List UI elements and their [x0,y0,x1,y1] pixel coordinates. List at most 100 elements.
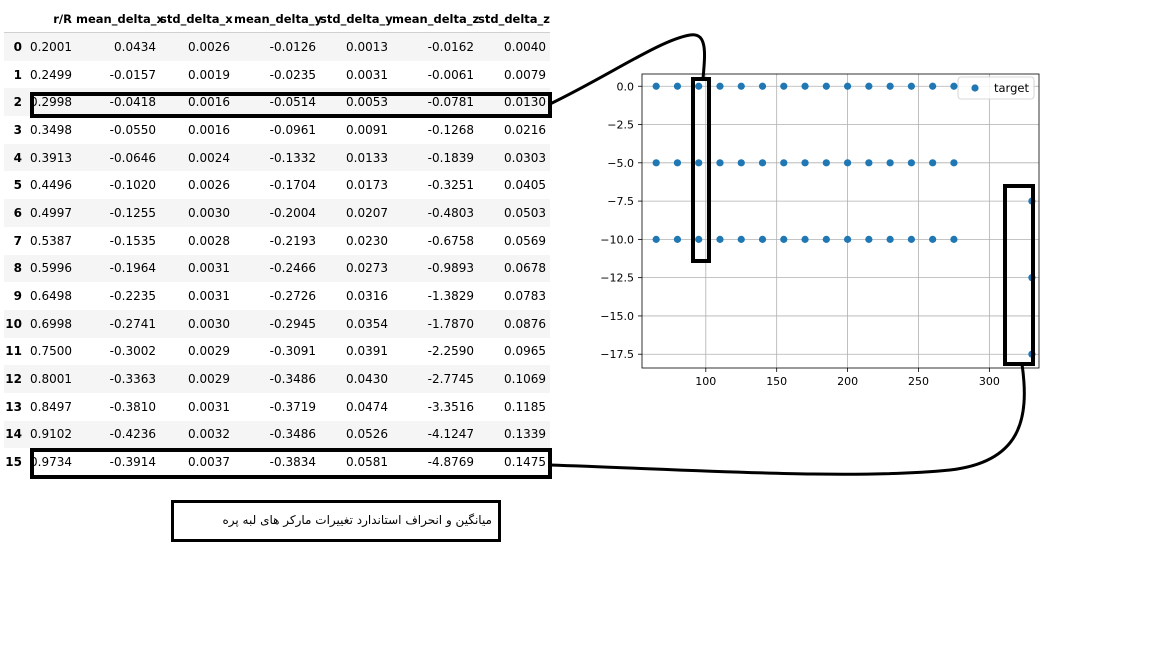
table-row: 13 0.8497 -0.3810 0.0031 -0.3719 0.0474 -3.351… [4,392,550,421]
table-cell: -0.3002 [76,337,160,366]
data-point [737,159,745,167]
data-point [673,235,682,243]
table-cell: 0.0391 [320,337,392,366]
table-cell: -4.1247 [392,420,478,449]
data-point [673,82,682,90]
data-point [950,235,958,243]
table-cell: 0.0405 [478,171,550,200]
data-point [865,82,873,90]
row-index: 6 [4,199,30,227]
table-cell: 0.3913 [30,143,76,172]
table-cell: -0.3810 [76,392,160,421]
table-cell: 0.4496 [30,171,76,200]
data-point [843,82,852,90]
table-cell: -0.2235 [76,282,160,310]
table-cell: 0.0173 [320,171,392,200]
table-cell: 0.0316 [320,282,392,310]
table-cell: -0.2945 [234,309,320,338]
table-row: 9 0.6498 -0.2235 0.0031 -0.2726 0.0316 -1.3829… [4,282,550,310]
table-cell: 0.0031 [320,60,392,89]
row-index: 2 [4,88,30,117]
table-cell: 0.4997 [30,199,76,227]
table-row: 0 0.2001 0.0434 0.0026 -0.0126 0.0013 -0.0162 0… [4,32,550,61]
table-cell: 0.0016 [160,116,234,144]
row-index: 9 [4,282,30,310]
x-tick-label: 150 [766,375,787,388]
data-point [929,235,937,243]
row-index: 11 [4,337,30,366]
data-point [822,82,830,90]
table-cell: 0.5996 [30,254,76,283]
table-cell: 0.0303 [478,143,550,172]
table-cell: 0.0216 [478,116,550,144]
row-index: 0 [4,32,30,61]
data-point [695,82,703,90]
x-tick-label: 200 [837,375,858,388]
data-point [886,235,894,243]
table-cell: -0.0235 [234,60,320,89]
table-row: 5 0.4496 -0.1020 0.0026 -0.1704 0.0173 -0.3251… [4,171,550,200]
data-point [652,235,660,243]
table-cell: 0.0876 [478,309,550,338]
data-point [822,159,830,167]
data-point [695,235,703,243]
table-cell: -0.2004 [234,199,320,227]
table-cell: -0.2726 [234,282,320,310]
data-point [865,235,873,243]
column-header: std_delta_x [160,6,234,33]
table-cell: 0.0026 [160,32,234,61]
table-cell: -0.1535 [76,226,160,255]
row-index: 4 [4,143,30,172]
table-cell: -0.1332 [234,143,320,172]
data-point [801,235,809,243]
data-point [737,235,745,243]
table-cell: -0.0961 [234,116,320,144]
table-cell: -1.3829 [392,282,478,310]
table-cell: -0.0061 [392,60,478,89]
data-point [1028,274,1036,282]
data-point [865,159,873,167]
table-cell: 0.0783 [478,282,550,310]
y-tick-label: −10.0 [600,233,634,246]
data-point [716,159,724,167]
data-point [950,159,958,167]
table-cell: 0.0678 [478,254,550,283]
table-cell: -0.0646 [76,143,160,172]
table-cell: -0.4803 [392,199,478,227]
table-cell: 0.0207 [320,199,392,227]
table-cell: -0.1255 [76,199,160,227]
x-tick-label: 250 [908,375,929,388]
table-header: r/R mean_delta_x std_delta_x mean_delta_y st… [4,6,550,33]
caption-box: میانگین و انحراف استاندارد تغییرات مارکر… [171,500,501,542]
row-index: 1 [4,60,30,89]
data-point [907,159,915,167]
column-header: std_delta_y [320,6,393,33]
row-index: 15 [4,448,30,476]
column-header: mean_delta_z [392,6,479,33]
table-cell: 0.0030 [160,199,234,227]
table-cell: 0.0230 [320,226,392,255]
table-cell: -0.6758 [392,226,478,255]
column-header: mean_delta_y [234,6,322,33]
data-point [843,159,852,167]
table-cell: -0.9893 [392,254,478,283]
data-point [1028,350,1036,358]
table-row: 11 0.7500 -0.3002 0.0029 -0.3091 0.0391 -2.259… [4,337,550,366]
data-point [758,159,767,167]
data-point [716,235,724,243]
table-row: 10 0.6998 -0.2741 0.0030 -0.2945 0.0354 -1.787… [4,309,550,338]
table-cell: 0.0026 [160,171,234,200]
data-point [758,235,767,243]
table-cell: 0.0526 [320,420,392,449]
table-cell: 0.0031 [160,282,234,310]
table-row: 1 0.2499 -0.0157 0.0019 -0.0235 0.0031 -0.0061… [4,60,550,89]
legend-box [957,76,1035,100]
table-cell: -0.2193 [234,226,320,255]
table-cell: -0.1704 [234,171,320,200]
row-index: 5 [4,171,30,200]
y-tick-label: −2.5 [607,119,634,132]
table-row: 4 0.3913 -0.0646 0.0024 -0.1332 0.0133 -0.1839… [4,143,550,172]
table-cell: -0.0162 [392,32,478,61]
legend-label: target [994,81,1029,95]
table-row: 8 0.5996 -0.1964 0.0031 -0.2466 0.0273 -0.9893… [4,254,550,283]
